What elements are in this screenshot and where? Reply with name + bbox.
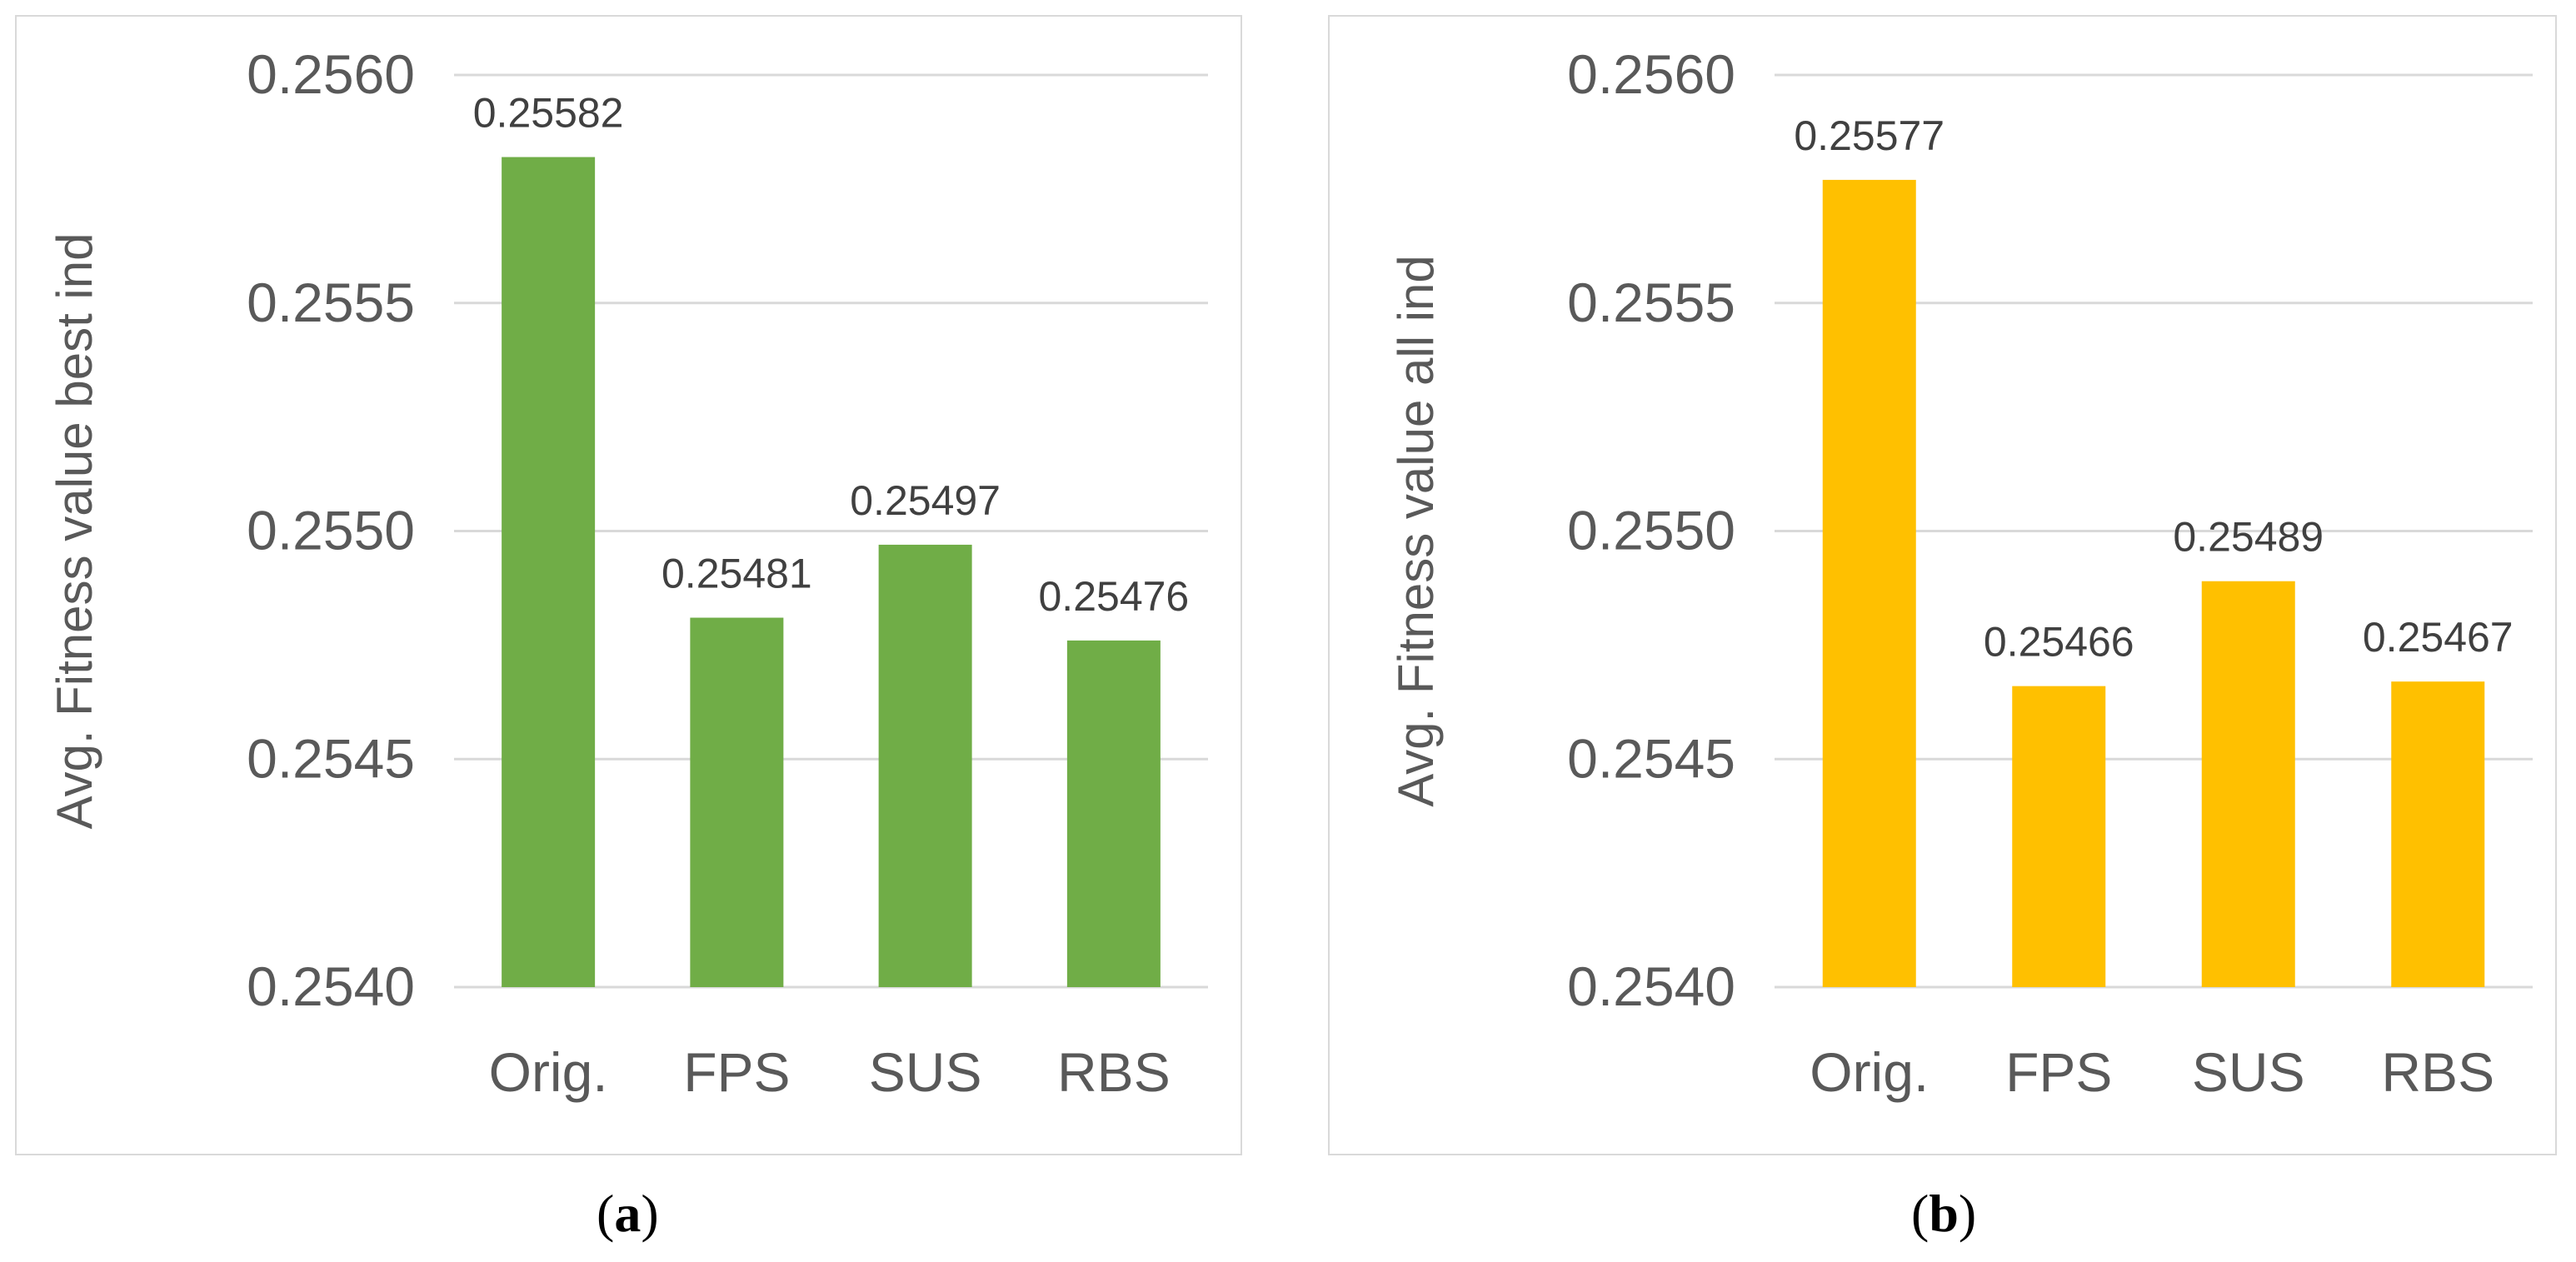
chartb-category-label: Orig. bbox=[1810, 1041, 1929, 1103]
charta-category-label: Orig. bbox=[489, 1041, 608, 1103]
chartb-data-label: 0.25467 bbox=[2363, 614, 2514, 661]
chartb-category-label: SUS bbox=[2192, 1041, 2305, 1103]
charta-bar-fps bbox=[690, 617, 784, 987]
charta-category-label: RBS bbox=[1057, 1041, 1171, 1103]
caption-a: (a) bbox=[597, 1184, 659, 1243]
chartb-category-label: RBS bbox=[2381, 1041, 2494, 1103]
chartb-bar-fps bbox=[2012, 686, 2106, 987]
charta-ytick-label: 0.2555 bbox=[247, 272, 415, 333]
charta-ylabel: Avg. Fitness value best ind bbox=[47, 233, 102, 830]
charta-category-label: SUS bbox=[869, 1041, 982, 1103]
chartb-ytick-label: 0.2550 bbox=[1567, 500, 1735, 561]
chartb-bar-sus bbox=[2201, 581, 2295, 987]
chartb-ytick-label: 0.2555 bbox=[1567, 272, 1735, 333]
charta-ytick-label: 0.2550 bbox=[247, 500, 415, 561]
charta-category-label: FPS bbox=[683, 1041, 790, 1103]
chart-a-frame bbox=[15, 15, 1242, 1155]
chart-b-frame bbox=[1328, 15, 2557, 1155]
caption-b: (b) bbox=[1911, 1184, 1977, 1243]
chartb-data-label: 0.25466 bbox=[1984, 619, 2134, 666]
chartb-bar-rbs bbox=[2391, 681, 2485, 987]
charta-bar-sus bbox=[878, 544, 972, 987]
chartb-ylabel: Avg. Fitness value all ind bbox=[1388, 255, 1444, 807]
charta-data-label: 0.25476 bbox=[1039, 573, 1190, 620]
chartb-category-label: FPS bbox=[2005, 1041, 2112, 1103]
charta-ytick-label: 0.2560 bbox=[247, 43, 415, 105]
chartb-ytick-label: 0.2540 bbox=[1567, 955, 1735, 1017]
charta-data-label: 0.25481 bbox=[661, 551, 812, 597]
charta-data-label: 0.25582 bbox=[473, 90, 624, 137]
chartb-bar-orig bbox=[1822, 179, 1916, 988]
chartb-ytick-label: 0.2545 bbox=[1567, 727, 1735, 789]
chartb-ytick-label: 0.2560 bbox=[1567, 43, 1735, 105]
charta-ytick-label: 0.2545 bbox=[247, 727, 415, 789]
charta-data-label: 0.25497 bbox=[850, 477, 1001, 524]
chartb-data-label: 0.25489 bbox=[2173, 514, 2324, 561]
charta-ytick-label: 0.2540 bbox=[247, 955, 415, 1017]
chartb-data-label: 0.25577 bbox=[1794, 112, 1944, 159]
charta-bar-rbs bbox=[1066, 640, 1161, 987]
charta-bar-orig bbox=[502, 157, 596, 988]
